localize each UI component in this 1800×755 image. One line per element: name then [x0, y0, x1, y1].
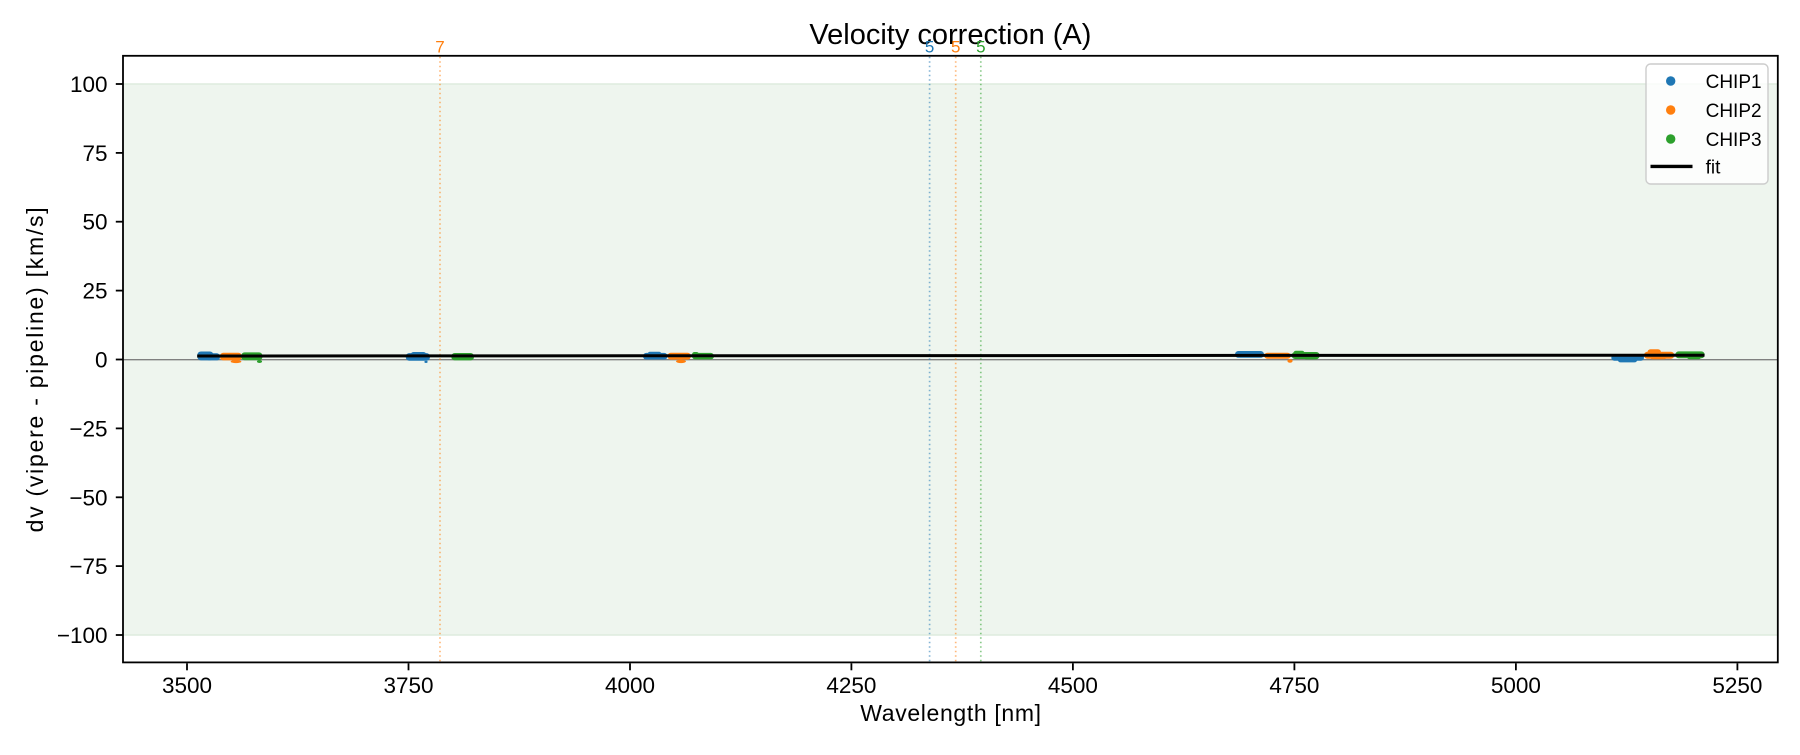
svg-text:50: 50	[82, 210, 107, 235]
svg-text:3500: 3500	[162, 673, 212, 698]
svg-text:−50: −50	[69, 485, 107, 510]
svg-text:fit: fit	[1706, 157, 1722, 178]
svg-text:4250: 4250	[826, 673, 876, 698]
svg-text:25: 25	[82, 279, 107, 304]
svg-text:Wavelength [nm]: Wavelength [nm]	[860, 700, 1041, 726]
svg-text:4750: 4750	[1269, 673, 1319, 698]
svg-text:3750: 3750	[383, 673, 433, 698]
svg-text:CHIP2: CHIP2	[1706, 101, 1762, 122]
svg-text:−25: −25	[69, 416, 107, 441]
svg-text:5: 5	[951, 38, 960, 57]
svg-text:0: 0	[95, 348, 108, 373]
svg-text:−100: −100	[57, 623, 108, 648]
svg-text:CHIP1: CHIP1	[1706, 72, 1762, 93]
svg-text:4000: 4000	[605, 673, 655, 698]
svg-text:5000: 5000	[1491, 673, 1541, 698]
svg-text:4500: 4500	[1048, 673, 1098, 698]
svg-text:100: 100	[70, 72, 108, 97]
svg-text:7: 7	[435, 38, 444, 57]
svg-text:Velocity correction (A): Velocity correction (A)	[809, 19, 1091, 51]
svg-text:−75: −75	[69, 554, 107, 579]
svg-text:dv (vipere - pipeline) [km/s]: dv (vipere - pipeline) [km/s]	[22, 206, 48, 533]
svg-text:75: 75	[82, 141, 107, 166]
svg-text:CHIP3: CHIP3	[1706, 130, 1762, 151]
svg-text:5: 5	[925, 38, 934, 57]
svg-text:5250: 5250	[1712, 673, 1762, 698]
svg-text:5: 5	[976, 38, 985, 57]
